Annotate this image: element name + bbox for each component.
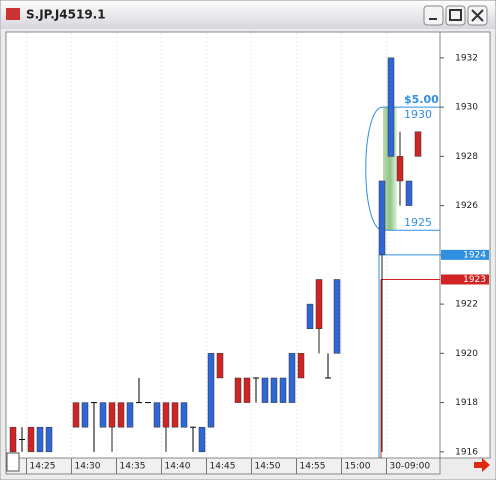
candle-body	[333, 279, 341, 354]
x-tick-label: 14:35	[120, 462, 146, 472]
x-tick-label: 14:50	[255, 462, 281, 472]
y-tick-label: 1932	[455, 53, 478, 63]
candle-body	[72, 402, 80, 428]
candle-body	[81, 402, 89, 428]
candle-body	[216, 353, 224, 379]
y-tick-label: 1916	[455, 447, 478, 457]
candle-body	[261, 377, 269, 403]
range-high-label: 1930	[404, 108, 432, 121]
candle-body	[387, 57, 395, 157]
candle-body	[207, 353, 215, 428]
candle-body	[126, 402, 134, 428]
candle-body	[108, 402, 116, 428]
candle-body	[315, 279, 323, 329]
candle-body	[405, 180, 413, 206]
y-tick-label: 1922	[455, 300, 478, 310]
x-tick-label: 14:25	[30, 462, 56, 472]
window-buttons[interactable]	[423, 5, 488, 26]
scroll-right-arrow[interactable]	[474, 458, 490, 472]
x-tick-label: 14:45	[210, 462, 236, 472]
candle-body	[171, 402, 179, 428]
candle-body	[162, 402, 170, 428]
app-icon	[6, 8, 20, 20]
candle-body	[117, 402, 125, 428]
candle-body	[378, 180, 386, 256]
candle-body	[297, 353, 305, 379]
candle-body	[198, 426, 206, 453]
candle-body	[45, 426, 53, 453]
candle-body	[153, 402, 161, 428]
x-tick-label: 30-09:00	[390, 462, 431, 472]
candle-body	[36, 426, 44, 453]
price-tag	[441, 274, 489, 285]
time-axis	[5, 457, 441, 475]
candle-body	[234, 377, 242, 403]
x-tick-label: 15:00	[345, 462, 371, 472]
title-bar	[1, 1, 495, 29]
candle-body	[99, 402, 107, 428]
price-axis	[439, 31, 491, 459]
candle-body	[306, 303, 314, 329]
x-tick-label: 14:55	[300, 462, 326, 472]
y-tick-label: 1918	[455, 398, 478, 408]
y-tick-label: 1928	[455, 152, 478, 162]
candle-body	[243, 377, 251, 403]
range-arc	[365, 106, 384, 231]
price-tag	[441, 249, 489, 260]
candle-body	[279, 377, 287, 403]
scroll-box[interactable]	[6, 452, 20, 472]
candle-body	[9, 426, 17, 453]
x-tick-label: 14:40	[165, 462, 191, 472]
y-tick-label: 1926	[455, 201, 478, 211]
candle-body	[414, 131, 422, 157]
window-title: S.JP.J4519.1	[26, 8, 106, 22]
candle-body	[288, 353, 296, 403]
candle-body	[27, 426, 35, 453]
range-low-label: 1925	[404, 216, 432, 229]
maximize-button[interactable]	[445, 5, 466, 26]
y-tick-label: 1930	[455, 103, 478, 113]
candle-body	[180, 402, 188, 428]
candle-body	[270, 377, 278, 403]
price-tag-label: 1923	[463, 275, 486, 285]
x-tick-label: 14:30	[75, 462, 101, 472]
range-label: $5.00	[404, 93, 439, 106]
plot-area	[5, 31, 441, 459]
minimize-button[interactable]	[423, 5, 444, 26]
candle-body	[396, 156, 404, 182]
y-tick-label: 1920	[455, 349, 478, 359]
price-tag-label: 1924	[463, 250, 486, 260]
